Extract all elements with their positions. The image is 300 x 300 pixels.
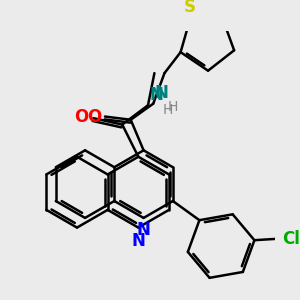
Text: H: H <box>163 103 173 117</box>
Text: Cl: Cl <box>282 230 300 247</box>
Text: O: O <box>88 107 102 125</box>
Text: H: H <box>168 100 178 114</box>
Text: O: O <box>74 107 88 125</box>
Text: N: N <box>131 232 145 250</box>
Text: S: S <box>184 0 196 16</box>
Text: N: N <box>155 84 169 102</box>
Text: N: N <box>150 86 164 104</box>
Text: N: N <box>137 221 151 239</box>
